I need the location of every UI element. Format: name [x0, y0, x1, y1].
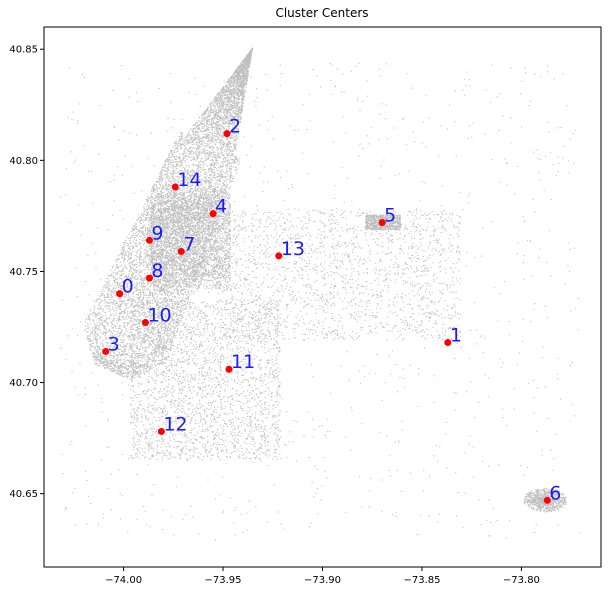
cluster-center-5 [378, 219, 386, 227]
cluster-center-8 [145, 274, 153, 282]
cluster-label-11: 11 [231, 351, 255, 373]
cluster-label-9: 9 [151, 222, 163, 244]
cluster-label-4: 4 [215, 196, 227, 218]
cluster-center-14 [171, 183, 179, 191]
cluster-center-4 [209, 210, 217, 218]
cluster-center-12 [157, 427, 165, 435]
y-tick-label: 40.65 [9, 489, 38, 500]
cluster-label-13: 13 [281, 238, 305, 260]
cluster-center-11 [225, 365, 233, 373]
cluster-center-9 [145, 236, 153, 244]
cluster-center-7 [177, 247, 185, 255]
cluster-label-6: 6 [549, 482, 561, 504]
cluster-label-10: 10 [147, 305, 171, 327]
cluster-label-7: 7 [183, 233, 195, 255]
x-tick-label: −73.80 [503, 575, 540, 586]
y-tick-label: 40.85 [9, 45, 38, 56]
axes: −74.00 −73.95 −73.90 −73.85 −73.80 40.65 40.70… [9, 26, 602, 586]
cluster-label-3: 3 [108, 333, 120, 355]
cluster-label-12: 12 [163, 413, 187, 435]
cluster-center-10 [141, 319, 149, 327]
trip-density-layer [60, 47, 581, 541]
cluster-label-5: 5 [384, 205, 396, 227]
cluster-center-1 [444, 339, 452, 347]
cluster-center-2 [223, 130, 231, 138]
cluster-label-0: 0 [122, 276, 134, 298]
x-tick-label: −73.85 [403, 575, 440, 586]
y-tick-label: 40.75 [9, 267, 38, 278]
cluster-label-14: 14 [177, 169, 201, 191]
trip-density-points [60, 47, 581, 541]
x-tick-label: −74.00 [105, 575, 142, 586]
cluster-center-13 [275, 252, 283, 260]
x-tick-label: −73.90 [304, 575, 341, 586]
cluster-label-2: 2 [229, 116, 241, 138]
cluster-center-6 [543, 496, 551, 504]
y-tick-label: 40.70 [9, 378, 38, 389]
cluster-center-3 [102, 347, 110, 355]
cluster-center-0 [116, 290, 124, 298]
x-tick-label: −73.95 [205, 575, 242, 586]
chart-title: Cluster Centers [275, 6, 368, 20]
cluster-label-8: 8 [151, 260, 163, 282]
y-tick-label: 40.80 [9, 156, 38, 167]
cluster-label-1: 1 [450, 325, 462, 347]
